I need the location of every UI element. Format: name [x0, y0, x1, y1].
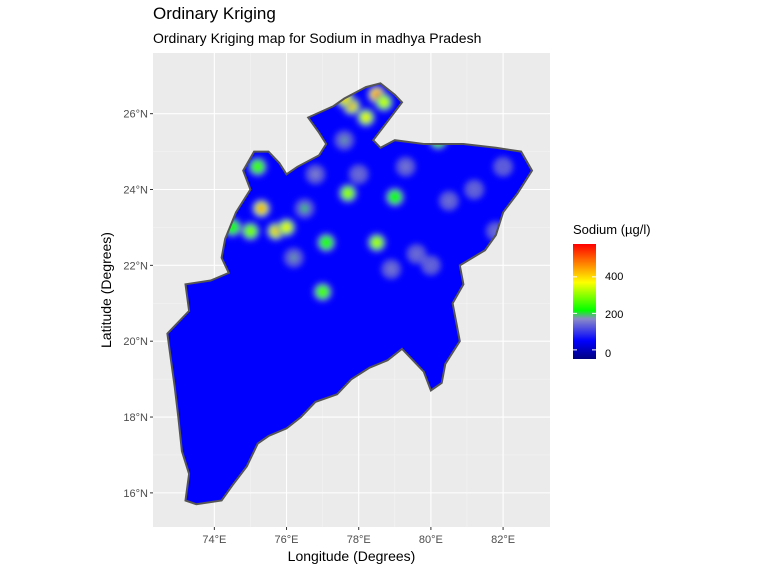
hotspot	[247, 156, 268, 177]
chart-subtitle: Ordinary Kriging map for Sodium in madhy…	[153, 30, 482, 46]
hotspot	[334, 130, 355, 151]
region-fill	[167, 83, 532, 505]
y-axis-ticks: 16°N 18°N 20°N 22°N 24°N 26°N	[123, 109, 153, 500]
hotspot	[294, 198, 315, 219]
hotspot	[316, 232, 337, 253]
x-tick-label: 82°E	[491, 534, 515, 546]
hotspot	[312, 281, 333, 302]
hotspot	[395, 156, 416, 177]
y-tick-label: 22°N	[123, 260, 148, 272]
hotspot	[355, 107, 376, 128]
hotspot	[283, 247, 304, 268]
chart-title: Ordinary Kriging	[153, 4, 276, 23]
hotspot	[373, 92, 394, 113]
x-tick-label: 76°E	[275, 534, 299, 546]
x-tick-label: 80°E	[419, 534, 443, 546]
y-tick-label: 26°N	[123, 109, 148, 121]
hotspot	[366, 232, 387, 253]
y-tick-label: 16°N	[123, 488, 148, 500]
hotspot	[420, 255, 441, 276]
x-tick-label: 78°E	[347, 534, 371, 546]
legend-label-0: 0	[605, 348, 612, 360]
legend-title: Sodium (µg/l)	[573, 222, 651, 237]
hotspot	[276, 217, 297, 238]
y-tick-label: 18°N	[123, 412, 148, 424]
legend-tick-marks	[573, 276, 596, 351]
x-tick-label: 74°E	[202, 534, 226, 546]
legend-colorbar	[573, 244, 596, 359]
legend-label-400: 400	[605, 271, 624, 283]
hotspot	[240, 221, 261, 242]
x-axis-label: Longitude (Degrees)	[287, 548, 416, 564]
hotspot	[384, 187, 405, 208]
hotspot	[406, 243, 427, 264]
hotspot	[381, 259, 402, 280]
hotspot	[493, 156, 514, 177]
x-axis-ticks: 74°E 76°E 78°E 80°E 82°E	[202, 527, 515, 546]
hotspot	[348, 164, 369, 185]
region-outline	[166, 82, 534, 506]
y-tick-label: 20°N	[123, 336, 148, 348]
hotspot	[337, 183, 358, 204]
hotspot	[305, 164, 326, 185]
hotspot	[464, 179, 485, 200]
y-tick-label: 24°N	[123, 185, 148, 197]
legend-label-200: 200	[605, 309, 624, 321]
hotspot	[438, 190, 459, 211]
hotspot	[251, 198, 272, 219]
y-axis-label: Latitude (Degrees)	[98, 232, 114, 348]
